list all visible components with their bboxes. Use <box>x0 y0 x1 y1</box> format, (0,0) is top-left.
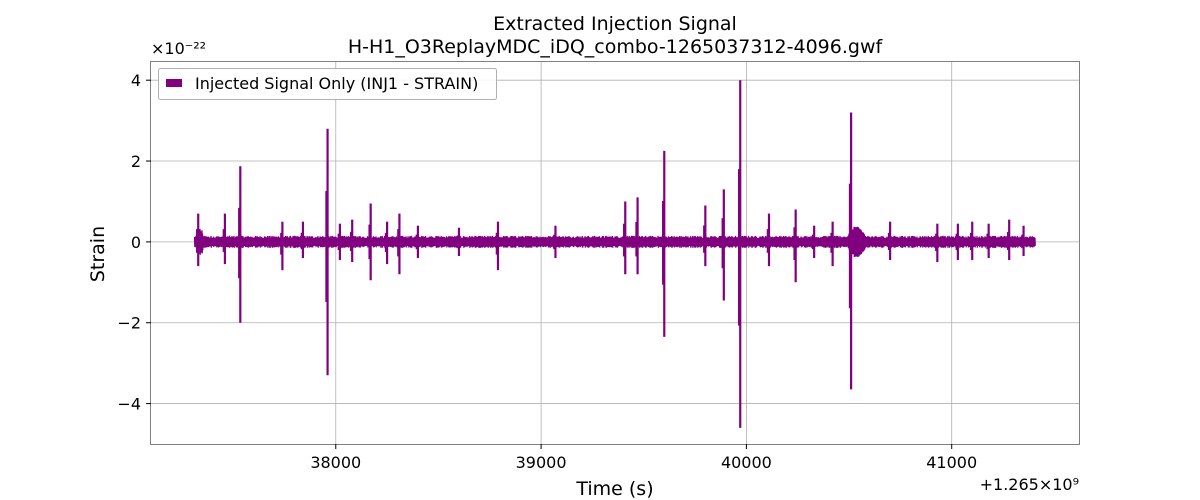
ticks: 38000 39000 40000 41000 −4 −2 0 2 4 <box>117 71 977 472</box>
grid <box>151 62 1079 444</box>
y-tick-label: −4 <box>117 395 141 414</box>
x-tick-label: 39000 <box>516 453 567 472</box>
x-tick-label: 38000 <box>310 453 361 472</box>
legend: Injected Signal Only (INJ1 - STRAIN) <box>158 68 497 100</box>
axes-frame <box>150 61 1080 445</box>
legend-box <box>158 68 497 100</box>
y-tick-label: −2 <box>117 314 141 333</box>
legend-label: Injected Signal Only (INJ1 - STRAIN) <box>195 74 478 93</box>
y-tick-label: 2 <box>131 152 141 171</box>
y-tick-label: 4 <box>131 71 141 90</box>
legend-swatch <box>166 79 182 87</box>
chart-subtitle: H-H1_O3ReplayMDC_iDQ_combo-1265037312-40… <box>348 36 884 58</box>
x-offset-label: +1.265×10⁹ <box>980 475 1079 494</box>
x-tick-label: 41000 <box>926 453 977 472</box>
y-multiplier-label: ×10⁻²² <box>151 39 206 58</box>
y-tick-label: 0 <box>131 233 141 252</box>
plot-area <box>193 80 1036 428</box>
signal-core-band <box>194 237 1036 246</box>
x-axis-label: Time (s) <box>575 478 653 500</box>
x-tick-label: 40000 <box>721 453 772 472</box>
y-axis-label: Strain <box>87 226 109 282</box>
chart-title: Extracted Injection Signal <box>493 13 737 35</box>
